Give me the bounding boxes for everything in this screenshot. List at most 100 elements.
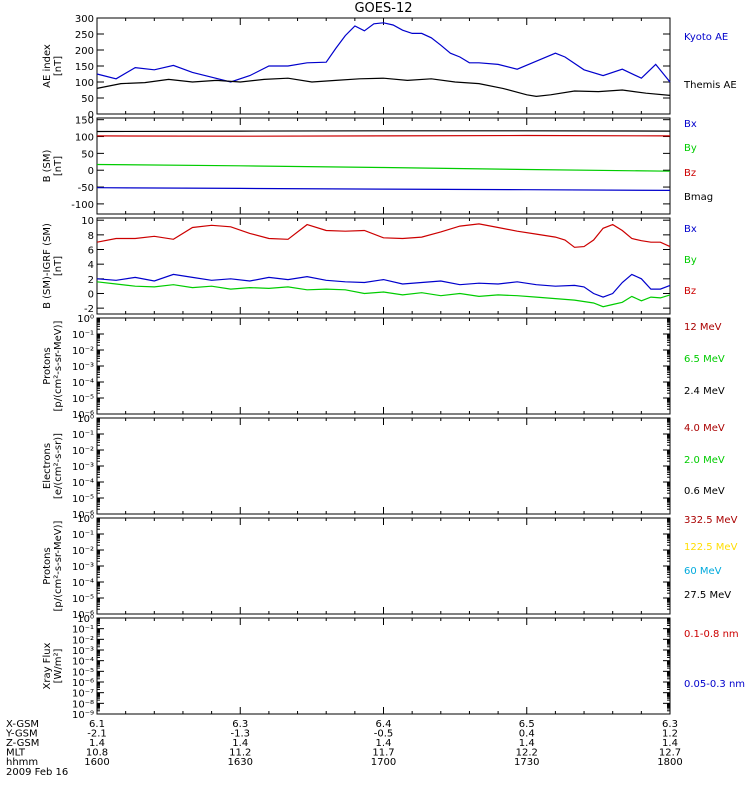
legend-27-5-mev: 27.5 MeV: [684, 590, 731, 601]
y-tick-label: 10⁰: [77, 314, 94, 325]
y-tick-label: 10⁰: [77, 414, 94, 425]
y-tick-label: 2: [88, 275, 94, 286]
y-tick-label: 100: [75, 133, 94, 144]
y-axis-label: [nT]: [53, 256, 64, 276]
y-tick-label: 10⁻³: [72, 562, 94, 573]
ephemeris-value: 1.2: [662, 729, 678, 740]
y-tick-label: 0: [88, 289, 94, 300]
ephemeris-value: 1.4: [89, 738, 105, 749]
y-tick-label: 10⁻⁴: [72, 378, 94, 389]
series-line-kyoto-ae: [96, 22, 671, 83]
y-tick-label: 10⁻⁵: [72, 667, 94, 678]
legend-0-05-0-3-nm: 0.05-0.3 nm: [684, 679, 745, 690]
ephemeris-row-label: Z-GSM: [6, 738, 39, 749]
series-line-bz: [96, 223, 671, 248]
plot-frame: [96, 517, 671, 615]
legend-bx: Bx: [684, 119, 697, 130]
y-tick-label: 10⁻²: [72, 546, 94, 557]
y-tick-label: -100: [71, 200, 94, 211]
ephemeris-row-label: Y-GSM: [5, 729, 38, 740]
y-tick-label: 200: [75, 46, 94, 57]
y-tick-label: 10⁻⁶: [72, 610, 94, 621]
legend-2-0-mev: 2.0 MeV: [684, 455, 725, 466]
plot-frame: [96, 217, 671, 315]
y-tick-label: 150: [75, 116, 94, 127]
y-tick-label: 0: [88, 110, 94, 121]
y-axis-label: Electrons: [42, 443, 53, 489]
legend-122-5-mev: 122.5 MeV: [684, 542, 738, 553]
y-tick-label: 10: [81, 216, 94, 227]
legend-bmag: Bmag: [684, 192, 713, 203]
ephemeris-value: 11.7: [372, 748, 394, 759]
y-tick-label: 10⁻⁶: [72, 410, 94, 421]
y-tick-label: 10⁻⁸: [72, 699, 94, 710]
panel-6: 10⁻⁶ 10⁻⁵ 10⁻⁴ 10⁻³ 10⁻² 10⁻¹ 10⁰ Protons [p/(cm…: [42, 514, 738, 621]
plot-frame: [96, 17, 671, 115]
series-line-themis-ae: [96, 77, 671, 98]
y-axis-label: [nT]: [53, 56, 64, 76]
y-axis-label: [p/(cm²-s-sr-MeV)]: [53, 320, 64, 411]
y-tick-label: 10⁻⁵: [72, 394, 94, 405]
y-axis-label: Protons: [42, 547, 53, 584]
legend-kyoto-ae: Kyoto AE: [684, 32, 728, 43]
y-tick-label: 10⁻²: [72, 635, 94, 646]
y-tick-label: 10⁻⁴: [72, 478, 94, 489]
series-line-bz: [96, 134, 671, 137]
ephemeris-value: 1700: [371, 757, 396, 768]
y-axis-label: [W/m²]: [53, 648, 64, 683]
panel-4: 10⁻⁶ 10⁻⁵ 10⁻⁴ 10⁻³ 10⁻² 10⁻¹ 10⁰ Protons [p/(cm…: [42, 314, 725, 421]
panel-5: 10⁻⁶ 10⁻⁵ 10⁻⁴ 10⁻³ 10⁻² 10⁻¹ 10⁰ Electrons [e/(…: [42, 414, 725, 521]
legend-bx: Bx: [684, 224, 697, 235]
legend-60-mev: 60 MeV: [684, 566, 722, 577]
ephemeris-value: 1.4: [232, 738, 248, 749]
y-tick-label: 150: [75, 62, 94, 73]
ephemeris-value: 1730: [514, 757, 539, 768]
y-tick-label: -2: [84, 304, 94, 315]
series-line-by: [96, 281, 671, 308]
ephemeris-value: 11.2: [229, 748, 251, 759]
y-axis-label: Xray Flux: [42, 642, 53, 689]
y-tick-label: 10⁻⁷: [72, 689, 94, 700]
y-tick-label: 50: [81, 94, 94, 105]
plot-frame: [96, 417, 671, 515]
ephemeris-value: 1.4: [662, 738, 678, 749]
legend-by: By: [684, 143, 697, 154]
y-tick-label: 8: [88, 231, 94, 242]
ephemeris-value: 1630: [228, 757, 253, 768]
y-tick-label: 10⁻¹: [72, 430, 94, 441]
ephemeris-value: 6.3: [232, 719, 248, 730]
y-tick-label: -50: [78, 183, 94, 194]
legend-bz: Bz: [684, 168, 696, 179]
series-line-by: [96, 163, 671, 172]
y-tick-label: 4: [88, 260, 94, 271]
y-tick-label: 10⁻⁵: [72, 594, 94, 605]
y-axis-label: AE index: [42, 44, 53, 88]
y-tick-label: 10⁻⁶: [72, 510, 94, 521]
ephemeris-value: 6.5: [519, 719, 535, 730]
y-tick-label: 10⁻⁹: [72, 710, 94, 721]
y-tick-label: 300: [75, 14, 94, 25]
panel-2: -100 -50 0 50 100 150 B (SM) [nT] Bx By Bz Bmag: [42, 116, 713, 215]
ephemeris-value: 6.4: [376, 719, 392, 730]
y-tick-label: 10⁻⁴: [72, 578, 94, 589]
ephemeris-value: 10.8: [86, 748, 108, 759]
y-tick-label: 10⁻⁶: [72, 678, 94, 689]
y-axis-label: [nT]: [53, 156, 64, 176]
legend-12-mev: 12 MeV: [684, 322, 722, 333]
plot-frame: [96, 317, 671, 415]
ephemeris-value: 12.7: [659, 748, 681, 759]
y-tick-label: 10⁻¹: [72, 330, 94, 341]
ephemeris-value: -0.5: [374, 729, 394, 740]
y-axis-label: B (SM): [42, 149, 53, 182]
ephemeris-value: 1600: [84, 757, 109, 768]
legend-6-5-mev: 6.5 MeV: [684, 354, 725, 365]
ephemeris-value: 1800: [657, 757, 682, 768]
ephemeris-value: 6.3: [662, 719, 678, 730]
plot-frame: [96, 117, 671, 215]
ephemeris-value: 12.2: [516, 748, 538, 759]
ephemeris-value: -2.1: [87, 729, 107, 740]
y-tick-label: 6: [88, 246, 94, 257]
panel-3: -2 0 2 4 6 8 10 B (SM)-IGRF (SM) [nT] Bx By Bz: [42, 216, 697, 315]
